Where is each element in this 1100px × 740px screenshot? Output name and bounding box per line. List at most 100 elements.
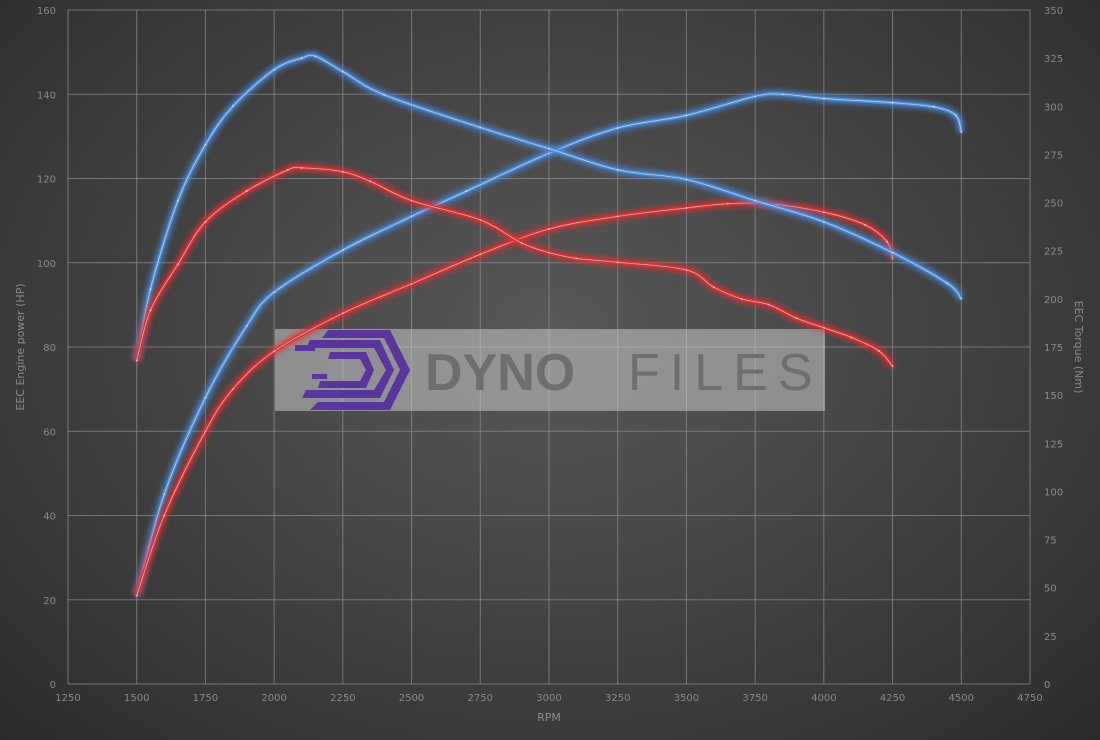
grid	[67, 9, 1031, 685]
y-left-tick-label: 100	[37, 259, 56, 270]
data-point	[548, 251, 550, 254]
data-point	[231, 388, 234, 391]
y-left-axis-label: EEC Engine power (HP)	[14, 283, 27, 410]
y-right-tick-label: 225	[1044, 247, 1063, 258]
y-left-tick-label: 20	[43, 596, 56, 607]
data-point	[850, 336, 853, 339]
data-point	[245, 324, 248, 327]
dynofiles-watermark: DYNO FILES	[275, 329, 825, 411]
data-point	[822, 97, 825, 100]
y-right-tick-label: 150	[1044, 391, 1063, 402]
data-point	[616, 215, 619, 218]
y-right-tick-label: 275	[1044, 150, 1063, 161]
x-tick-label: 4500	[949, 693, 974, 704]
x-tick-label: 1750	[193, 693, 218, 704]
data-point	[685, 178, 688, 181]
x-tick-label: 1250	[55, 693, 80, 704]
data-point	[822, 326, 825, 329]
data-point	[341, 249, 344, 252]
data-point	[273, 291, 276, 294]
data-point	[300, 166, 303, 169]
data-point	[740, 297, 743, 300]
data-point	[891, 101, 894, 104]
x-tick-label: 3500	[674, 693, 699, 704]
data-point	[273, 68, 276, 71]
y-right-axis-label: EEC Torque (Nm)	[1072, 301, 1085, 394]
data-point	[864, 223, 867, 226]
data-point	[163, 493, 166, 496]
y-right-tick-label: 125	[1044, 439, 1063, 450]
watermark-text-bold: DYNO	[425, 344, 575, 402]
tick-labels: 1250 1500 1750 2000 2250 2500 2750 3000 3250 3500…	[37, 6, 1063, 704]
data-point	[616, 261, 619, 264]
data-point	[886, 240, 889, 243]
data-point	[685, 114, 688, 117]
y-right-tick-label: 50	[1044, 584, 1057, 595]
data-point	[548, 147, 550, 150]
data-point	[341, 312, 344, 315]
y-right-tick-label: 175	[1044, 343, 1063, 354]
data-point	[135, 359, 138, 362]
data-point	[149, 288, 152, 291]
y-right-tick-label: 200	[1044, 295, 1063, 306]
x-axis-label: RPM	[537, 711, 561, 724]
data-point	[231, 105, 234, 108]
x-tick-label: 4000	[811, 693, 836, 704]
data-point	[369, 180, 372, 183]
x-tick-label: 3000	[536, 693, 561, 704]
data-point	[149, 309, 152, 312]
series-group	[133, 51, 965, 597]
data-point	[410, 282, 413, 285]
data-point	[341, 170, 344, 173]
data-point	[891, 251, 894, 254]
data-point	[479, 253, 482, 256]
data-point	[204, 220, 207, 223]
y-right-tick-label: 75	[1044, 536, 1057, 547]
data-point	[685, 268, 688, 271]
data-point	[960, 297, 963, 300]
data-point	[135, 594, 138, 597]
data-point	[781, 93, 784, 96]
data-point	[891, 257, 894, 260]
data-point	[548, 228, 550, 231]
y-right-tick-label: 325	[1044, 54, 1063, 65]
x-tick-label: 4250	[880, 693, 905, 704]
data-point	[891, 365, 894, 368]
data-point	[465, 190, 468, 193]
data-point	[767, 303, 770, 306]
x-tick-label: 3250	[605, 693, 630, 704]
data-point	[616, 126, 619, 129]
x-tick-label: 2000	[261, 693, 286, 704]
data-point	[575, 257, 578, 260]
y-left-tick-label: 80	[43, 343, 56, 354]
y-right-tick-label: 100	[1044, 487, 1063, 498]
data-point	[712, 286, 715, 289]
data-point	[300, 57, 303, 60]
series-highlight	[136, 166, 893, 367]
y-right-tick-label: 250	[1044, 199, 1063, 210]
watermark-text-light: FILES	[628, 344, 823, 402]
data-point	[754, 199, 757, 202]
data-point	[822, 211, 825, 214]
y-left-tick-label: 0	[50, 680, 56, 691]
series-2-torque-line	[133, 51, 965, 362]
data-point	[245, 190, 248, 193]
data-point	[960, 131, 963, 134]
data-point	[726, 202, 729, 205]
data-point	[204, 143, 207, 146]
data-point	[273, 350, 276, 353]
data-point	[932, 105, 935, 108]
series-0-power-line	[133, 90, 965, 597]
x-tick-label: 1500	[124, 693, 149, 704]
data-point	[341, 70, 344, 73]
y-left-tick-label: 160	[37, 6, 56, 17]
data-point	[204, 430, 207, 433]
data-point	[954, 114, 957, 117]
series-1-power-line	[133, 199, 896, 597]
data-point	[286, 168, 289, 171]
data-point	[877, 349, 880, 352]
x-tick-label: 2750	[468, 693, 493, 704]
series-highlight	[136, 202, 893, 596]
series-3-torque-line	[133, 163, 896, 369]
